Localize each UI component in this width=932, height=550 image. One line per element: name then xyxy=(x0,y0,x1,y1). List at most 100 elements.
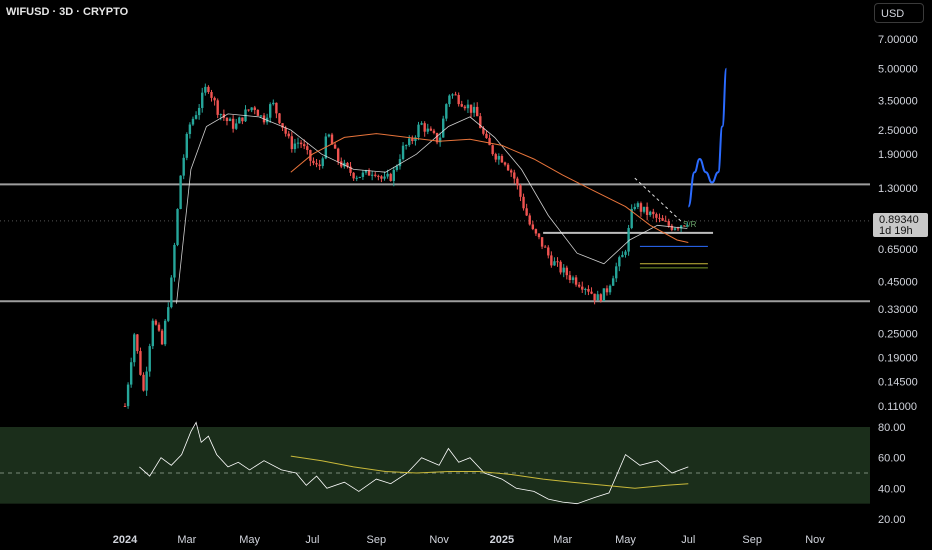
candle-body xyxy=(615,266,618,279)
candle-body xyxy=(679,225,683,229)
candle-body xyxy=(318,164,321,167)
price-tick-label: 0.45000 xyxy=(878,277,918,289)
candle-body xyxy=(253,107,256,110)
candle-body xyxy=(472,106,476,113)
candle-body xyxy=(649,211,652,215)
candle-body xyxy=(553,261,556,266)
candle-body xyxy=(241,117,244,122)
time-tick-label: Nov xyxy=(429,534,449,546)
candle-body xyxy=(540,237,544,247)
rsi-tick-label: 80.00 xyxy=(878,422,906,434)
price-tick-label: 1.90000 xyxy=(878,149,918,161)
candle-body xyxy=(673,228,677,230)
projection-curve xyxy=(687,67,728,208)
candle-body xyxy=(550,255,553,266)
candle-body xyxy=(197,107,201,116)
candle-body xyxy=(469,104,473,113)
rsi-line xyxy=(139,421,689,505)
candle-body xyxy=(312,160,315,164)
candle-body xyxy=(235,123,238,129)
rsi-band xyxy=(0,427,870,504)
candle-body xyxy=(355,177,358,179)
candle-body xyxy=(133,334,136,363)
candle-body xyxy=(145,371,148,391)
candle-body xyxy=(547,247,550,256)
candle-body xyxy=(228,118,232,122)
candle-body xyxy=(531,224,535,230)
candle-body xyxy=(191,118,195,125)
rsi-tick-label: 60.00 xyxy=(878,453,906,465)
candle-body xyxy=(163,320,167,345)
candle-body xyxy=(383,176,386,179)
candle-body xyxy=(516,178,519,186)
candle-body xyxy=(392,169,395,181)
currency-button[interactable]: USD xyxy=(874,3,924,23)
candle-body xyxy=(139,351,142,375)
candle-body xyxy=(611,278,615,286)
candle-body xyxy=(442,118,445,138)
candle-body xyxy=(568,275,572,281)
candle-body xyxy=(426,128,429,132)
candle-body xyxy=(306,146,309,151)
candle-body xyxy=(494,154,497,160)
candle-body xyxy=(179,175,182,209)
candle-body xyxy=(438,137,442,143)
candle-body xyxy=(497,156,501,160)
candle-body xyxy=(336,148,340,162)
candle-body xyxy=(513,172,516,179)
candle-body xyxy=(238,117,241,124)
time-tick-label: Mar xyxy=(553,534,572,546)
candle-body xyxy=(231,118,235,129)
candle-body xyxy=(488,138,491,146)
candle-body xyxy=(556,261,559,263)
candle-body xyxy=(204,86,207,93)
candle-body xyxy=(457,95,460,105)
candle-body xyxy=(250,107,253,111)
candle-body xyxy=(587,288,590,292)
candle-body xyxy=(408,138,411,146)
candle-body xyxy=(389,173,392,181)
candle-body xyxy=(160,330,164,345)
candle-body xyxy=(661,218,664,221)
candle-body xyxy=(562,267,565,273)
candle-body xyxy=(537,233,541,238)
candle-body xyxy=(460,104,463,107)
candle-body xyxy=(519,185,522,197)
candle-body xyxy=(683,225,686,227)
candle-body xyxy=(522,196,525,209)
candle-body xyxy=(664,220,667,222)
candle-body xyxy=(352,172,355,179)
candles xyxy=(123,83,689,409)
candle-body xyxy=(278,113,281,124)
current-price-value: 0.89340 xyxy=(879,214,919,226)
candle-body xyxy=(485,133,488,139)
candle-body xyxy=(142,374,145,391)
candle-body xyxy=(157,324,161,331)
candle-body xyxy=(275,102,278,114)
candle-body xyxy=(630,208,633,228)
time-tick-label: May xyxy=(615,534,636,546)
candle-body xyxy=(476,106,479,117)
candle-body xyxy=(417,124,420,138)
candle-body xyxy=(525,208,528,216)
price-tick-label: 0.33000 xyxy=(878,304,918,316)
rsi-tick-label: 20.00 xyxy=(878,514,906,526)
candle-body xyxy=(216,100,219,115)
time-tick-label: Jul xyxy=(681,534,695,546)
candle-body xyxy=(686,225,689,227)
candle-body xyxy=(287,133,290,137)
price-tick-label: 0.65000 xyxy=(878,244,918,256)
candle-body xyxy=(315,163,318,165)
candle-body xyxy=(176,208,179,245)
candle-body xyxy=(435,132,439,143)
candle-body xyxy=(194,115,198,119)
candle-body xyxy=(284,127,287,134)
candle-body xyxy=(358,176,362,178)
candle-body xyxy=(296,142,300,144)
candle-body xyxy=(543,246,547,248)
sr-label: S/R xyxy=(683,220,697,229)
candle-body xyxy=(272,102,275,105)
candle-body xyxy=(627,227,630,252)
candle-body xyxy=(466,104,470,109)
